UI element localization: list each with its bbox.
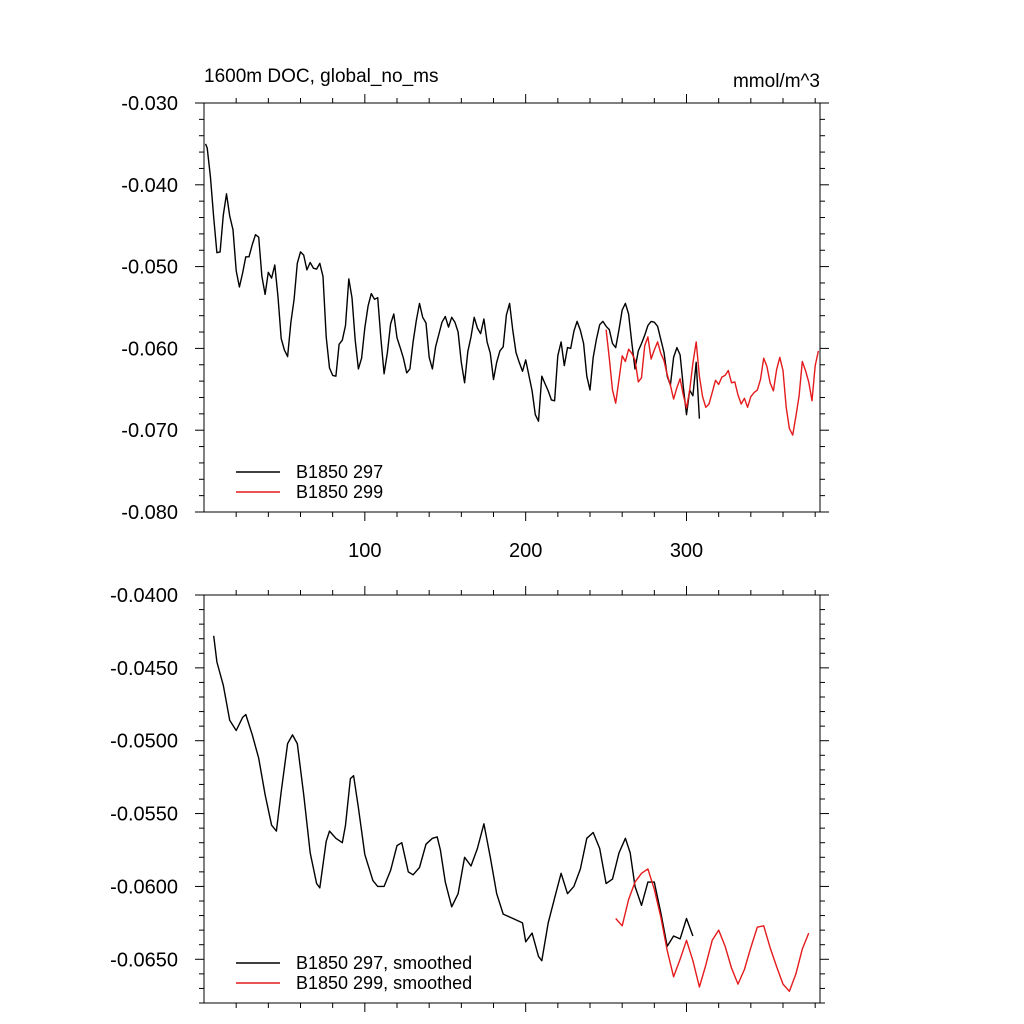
series-line-b1850-299: [615, 868, 810, 992]
y-tick-label: -0.0600: [110, 876, 178, 898]
y-tick-label: -0.0500: [110, 731, 178, 753]
series-line-b1850-299: [605, 329, 820, 436]
legend-label: B1850 297: [296, 462, 383, 482]
series-line-b1850-297: [213, 635, 694, 962]
y-tick-label: -0.060: [121, 338, 178, 360]
y-tick-label: -0.030: [121, 93, 178, 115]
panel-units-label: mmol/m^3: [733, 71, 820, 92]
x-tick-label: 300: [670, 540, 703, 562]
y-tick-label: -0.0400: [110, 585, 178, 607]
legend-label: B1850 299: [296, 482, 383, 502]
legend-label: B1850 299, smoothed: [296, 973, 472, 993]
bottom-panel-chart: -0.0400 -0.0450 -0.0500 -0.0550 -0.0600 -0.06…: [110, 585, 829, 1012]
x-tick-label: 200: [509, 540, 542, 562]
series-line-b1850-297: [204, 143, 701, 422]
legend-label: B1850 297, smoothed: [296, 953, 472, 973]
y-tick-label: -0.0450: [110, 658, 178, 680]
plot-frame: [203, 594, 821, 1004]
y-tick-label: -0.040: [121, 175, 178, 197]
y-tick-label: -0.0650: [110, 949, 178, 971]
x-tick-label: 100: [348, 540, 381, 562]
plot-frame: [203, 102, 821, 513]
y-tick-label: -0.080: [121, 502, 178, 524]
y-tick-label: -0.050: [121, 257, 178, 279]
y-tick-label: -0.070: [121, 420, 178, 442]
panel-title-left: 1600m DOC, global_no_ms: [204, 66, 438, 87]
y-tick-label: -0.0550: [110, 804, 178, 826]
top-panel-chart: 100 200 300 -0.030 -0.040 -0.050 -0.060 -0.070 -…: [121, 93, 829, 562]
